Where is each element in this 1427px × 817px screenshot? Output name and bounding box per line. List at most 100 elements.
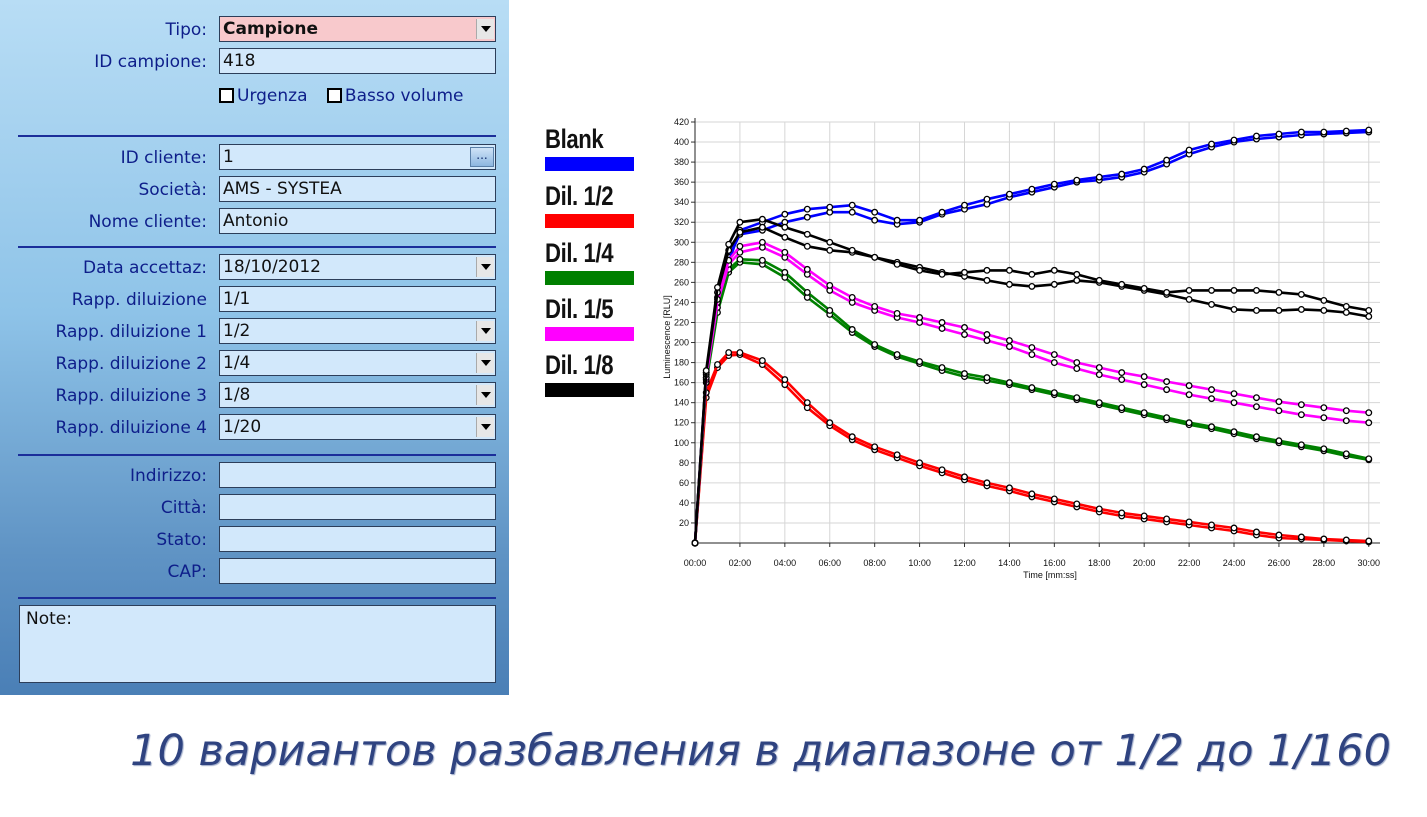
- data-point: [1095, 173, 1103, 181]
- data-point: [938, 325, 946, 332]
- data-point: [758, 223, 766, 231]
- data-point: [736, 242, 744, 250]
- data-point: [1073, 176, 1081, 184]
- data-point: [848, 208, 856, 216]
- data-point: [1208, 140, 1216, 148]
- basso-volume-checkbox[interactable]: Basso volume: [326, 86, 463, 106]
- x-tick-label: 22:00: [1178, 558, 1201, 568]
- data-point: [1050, 359, 1058, 367]
- rapp-diluizione-4-select[interactable]: 1/20: [219, 414, 496, 440]
- data-point: [1230, 305, 1238, 313]
- dropdown-button[interactable]: [476, 385, 494, 405]
- nome-cliente-field[interactable]: Antonio: [219, 208, 496, 234]
- tipo-dropdown-button[interactable]: [476, 19, 494, 39]
- dropdown-button[interactable]: [476, 417, 494, 437]
- nome-cliente-row: Nome cliente: Antonio: [0, 208, 509, 236]
- data-point: [758, 256, 766, 264]
- checkbox-box[interactable]: [219, 88, 234, 103]
- data-point: [1208, 423, 1216, 431]
- id-cliente-field[interactable]: 1 ...: [219, 144, 496, 170]
- dropdown-button[interactable]: [476, 353, 494, 373]
- data-point: [1275, 407, 1283, 415]
- x-tick-label: 26:00: [1268, 558, 1291, 568]
- data-point: [848, 246, 856, 254]
- legend-label: Dil. 1/8: [545, 350, 614, 380]
- data-point: [714, 283, 721, 291]
- data-point: [1140, 373, 1148, 381]
- y-tick-label: 260: [674, 277, 689, 287]
- x-tick-label: 30:00: [1358, 558, 1381, 568]
- data-point: [1118, 376, 1126, 384]
- x-tick-label: 02:00: [729, 558, 752, 568]
- data-point: [803, 265, 811, 273]
- data-point: [1140, 512, 1148, 520]
- data-point: [1095, 371, 1103, 379]
- id-campione-field[interactable]: 418: [219, 48, 496, 74]
- data-point: [1253, 528, 1260, 536]
- societa-field[interactable]: AMS - SYSTEA: [219, 176, 496, 202]
- legend-item-dil-1-8: Dil. 1/8: [545, 350, 634, 397]
- data-point: [736, 228, 744, 236]
- note-textarea[interactable]: Note:: [19, 605, 496, 683]
- data-point: [781, 233, 789, 241]
- data-point: [893, 351, 901, 359]
- data-point: [961, 331, 968, 338]
- urgenza-checkbox[interactable]: Urgenza: [219, 86, 308, 106]
- data-point: [1208, 386, 1216, 394]
- data-point: [1005, 484, 1013, 492]
- cap-field[interactable]: [219, 558, 496, 584]
- data-point: [1253, 132, 1260, 140]
- date-dropdown-button[interactable]: [476, 257, 494, 277]
- data-point: [758, 238, 766, 246]
- data-point: [848, 201, 856, 209]
- data-point: [893, 310, 901, 317]
- data-point: [1297, 411, 1305, 419]
- data-point: [1073, 500, 1081, 508]
- data-point: [1230, 286, 1238, 294]
- chevron-down-icon: [480, 264, 491, 270]
- data-point: [1028, 384, 1036, 392]
- tipo-select[interactable]: Campione: [219, 16, 496, 42]
- y-tick-label: 240: [674, 297, 689, 307]
- dropdown-button[interactable]: [476, 321, 494, 341]
- rapp-diluizione-field[interactable]: 1/1: [219, 286, 496, 312]
- y-tick-label: 280: [674, 257, 689, 267]
- x-tick-label: 20:00: [1133, 558, 1156, 568]
- stato-field[interactable]: [219, 526, 496, 552]
- data-point: [1050, 266, 1058, 274]
- data-point: [1230, 399, 1238, 407]
- data-point: [1230, 136, 1238, 144]
- rapp-diluizione-1-label: Rapp. diluizione 1: [55, 322, 207, 342]
- data-point: [714, 361, 721, 369]
- data-point: [848, 433, 856, 441]
- data-point: [961, 268, 968, 276]
- data-point: [1342, 417, 1350, 425]
- data-point: [1342, 536, 1350, 544]
- checkbox-box[interactable]: [326, 88, 342, 103]
- data-point: [1365, 313, 1373, 320]
- data-point: [1005, 280, 1013, 288]
- y-tick-label: 60: [679, 478, 689, 488]
- data-point: [702, 367, 710, 375]
- indirizzo-field[interactable]: [219, 462, 496, 488]
- rapp-diluizione-4-label: Rapp. diluizione 4: [55, 418, 207, 438]
- data-point: [1275, 437, 1283, 445]
- rapp-diluizione-2-select[interactable]: 1/4: [219, 350, 496, 376]
- rapp-diluizione-3-select[interactable]: 1/8: [219, 382, 496, 408]
- data-point: [871, 216, 879, 224]
- legend-swatch: [545, 214, 634, 228]
- x-tick-label: 18:00: [1088, 558, 1111, 568]
- data-point: [1230, 390, 1238, 398]
- data-point: [938, 466, 946, 474]
- chart-axes: 20 40 60 80 100 120 140 160 180 200 220 240 260 280 30…: [674, 117, 1380, 568]
- y-tick-label: 40: [679, 498, 689, 508]
- data-accettaz-picker[interactable]: 18/10/2012: [219, 254, 496, 280]
- browse-cliente-button[interactable]: ...: [470, 147, 494, 167]
- data-point: [1275, 398, 1283, 406]
- data-point: [1163, 386, 1171, 394]
- x-tick-label: 12:00: [953, 558, 976, 568]
- data-point: [1050, 389, 1058, 397]
- data-point: [1320, 306, 1328, 314]
- rapp-diluizione-1-select[interactable]: 1/2: [219, 318, 496, 344]
- citta-field[interactable]: [219, 494, 496, 520]
